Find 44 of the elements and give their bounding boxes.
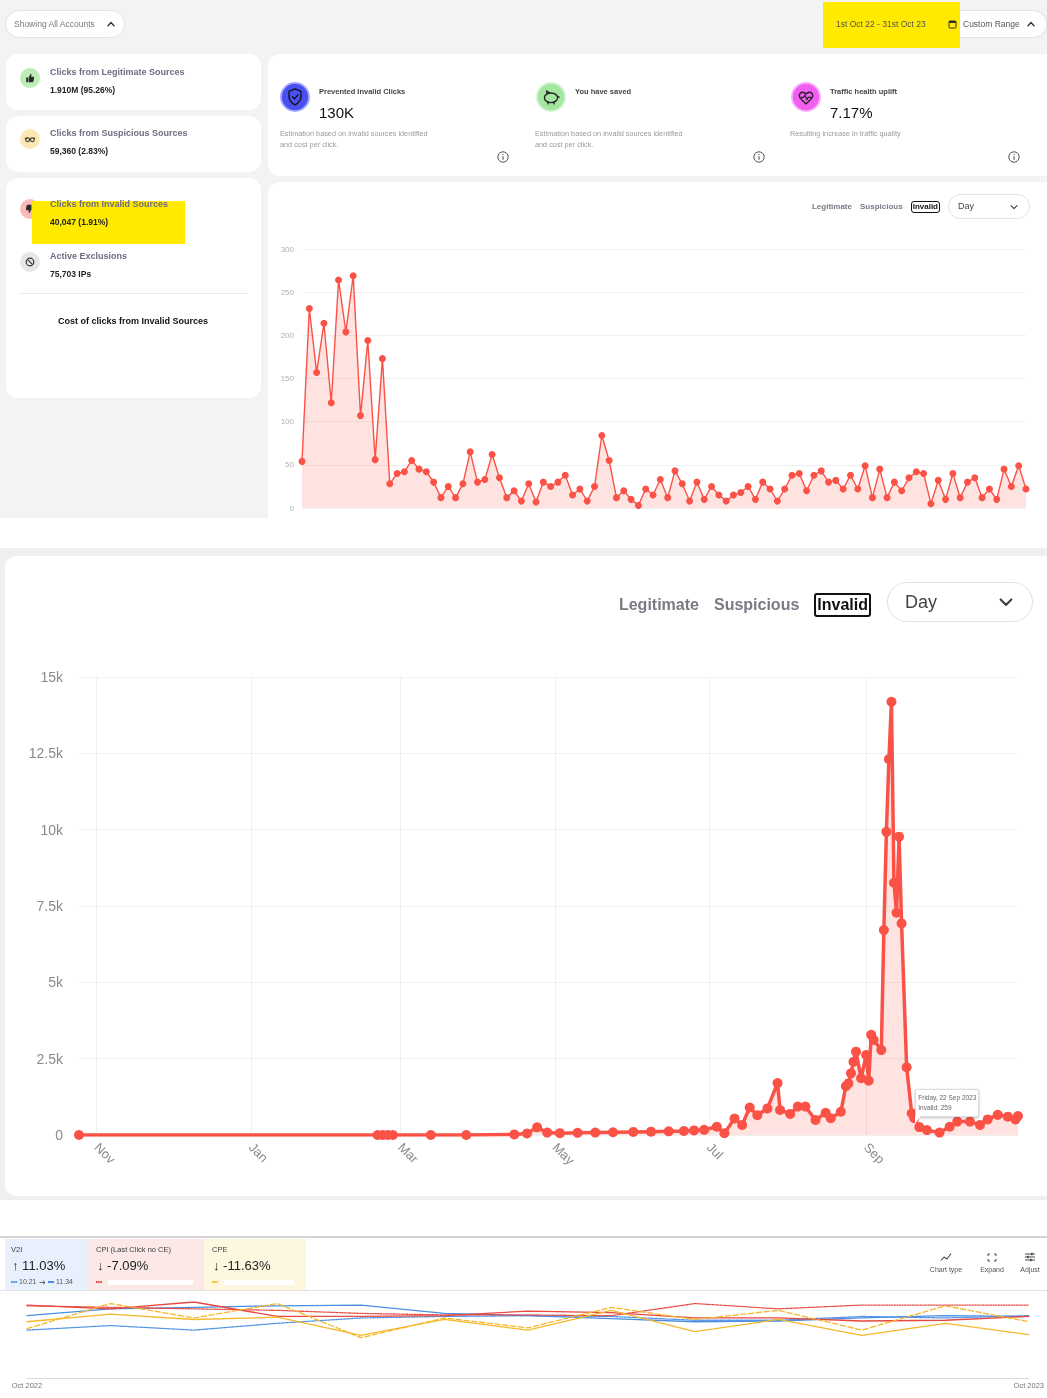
text: 75,703 IPs (50, 268, 92, 280)
text: Day (958, 200, 975, 213)
x-tick-label: Nov (91, 1139, 119, 1167)
y-tick-label: 0 (55, 1127, 64, 1143)
text: ↑ 11.03% (12, 1257, 66, 1275)
text: Suspicious (859, 201, 903, 213)
text: Legitimate (618, 594, 699, 615)
text: Clicks from Legitimate Sources (50, 67, 185, 79)
text: Suspicious (713, 594, 800, 615)
x-tick-label: May (549, 1139, 578, 1169)
text: Cost of clicks from Invalid Sources (57, 316, 209, 328)
text: Showing All Accounts (14, 18, 95, 30)
text: 1st Oct 22 - 31st Oct 23 (836, 18, 926, 30)
text: Legitimate (811, 201, 852, 213)
y-tick-label: 300 (280, 244, 295, 254)
text: 130K (319, 103, 355, 123)
y-tick-label: 15k (40, 669, 64, 685)
text: Active Exclusions (50, 251, 128, 263)
x-tick-label: Sep (860, 1139, 888, 1167)
x-tick-label: Jan (245, 1139, 272, 1166)
text: ↓ -7.09% (97, 1257, 149, 1275)
y-tick-label: 250 (280, 287, 295, 297)
text: Clicks from Invalid Sources (50, 199, 169, 211)
y-tick-label: 2.5k (36, 1050, 64, 1067)
text: ↓ -11.63% (213, 1257, 271, 1275)
x-tick-label: Mar (395, 1139, 423, 1167)
x-tick-label: Jul (703, 1139, 727, 1163)
text: Day (905, 590, 938, 614)
text: 7.17% (830, 103, 873, 123)
toggle-button: Invalid (910, 200, 940, 214)
y-tick-label: 12.5k (28, 745, 64, 762)
y-tick-label: 150 (280, 374, 295, 383)
toggle-button: Invalid (814, 592, 871, 618)
y-tick-label: 200 (280, 330, 295, 340)
y-tick-label: 100 (280, 417, 295, 427)
text: 40,047 (1.91%) (50, 216, 109, 228)
text: 1.910M (95.26%) (50, 84, 116, 96)
y-tick-label: 7.5k (36, 898, 64, 914)
text: 59,360 (2.83%) (50, 145, 109, 157)
y-tick-label: 50 (285, 460, 295, 470)
text: Clicks from Suspicious Sources (50, 128, 188, 140)
text: Custom Range (963, 18, 1020, 30)
y-tick-label: 10k (40, 821, 64, 838)
y-tick-label: 5k (48, 974, 64, 991)
